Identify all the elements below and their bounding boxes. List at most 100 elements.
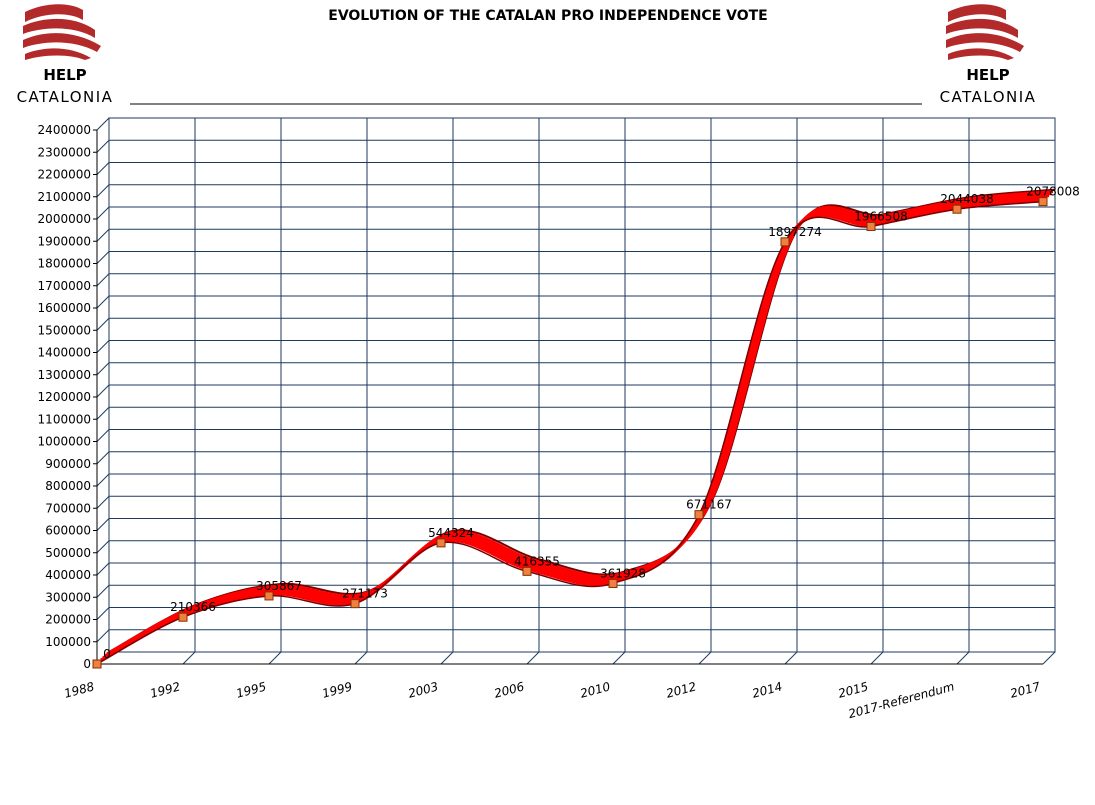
gridline-floor bbox=[784, 651, 798, 665]
y-tick-label: 900000 bbox=[45, 457, 91, 471]
help-catalonia-logo-right: HELP CATALONIA bbox=[940, 4, 1037, 106]
flag-icon bbox=[946, 4, 1024, 60]
x-tick-label: 1992 bbox=[149, 679, 182, 700]
series-ribbon-band bbox=[106, 190, 1054, 656]
gridline-depth bbox=[96, 451, 110, 465]
y-tick-label: 1000000 bbox=[38, 435, 91, 449]
y-tick-label: 1300000 bbox=[38, 368, 91, 382]
y-tick-label: 600000 bbox=[45, 524, 91, 538]
gridline-floor bbox=[956, 651, 970, 665]
gridline-depth bbox=[96, 473, 110, 487]
logo-catalonia-text: CATALONIA bbox=[17, 88, 114, 106]
gridline-floor bbox=[268, 651, 282, 665]
x-tick-label: 2006 bbox=[493, 679, 526, 701]
gridline-floor bbox=[1042, 651, 1056, 665]
y-tick-label: 1500000 bbox=[38, 323, 91, 337]
x-tick-label: 2012 bbox=[665, 679, 698, 700]
y-tick-label: 800000 bbox=[45, 479, 91, 493]
gridline-depth bbox=[96, 340, 110, 353]
gridline-depth bbox=[96, 584, 110, 598]
gridline-depth bbox=[96, 184, 110, 198]
y-tick-label: 1900000 bbox=[38, 234, 91, 248]
data-point-marker bbox=[1038, 197, 1048, 207]
data-label: 0 bbox=[103, 647, 111, 661]
gridline-depth bbox=[96, 406, 110, 420]
y-tick-label: 300000 bbox=[45, 590, 91, 604]
y-tick-label: 1100000 bbox=[38, 412, 91, 426]
x-tick-label: 1995 bbox=[235, 679, 268, 700]
y-tick-label: 1800000 bbox=[38, 257, 91, 271]
gridline-depth bbox=[96, 362, 110, 376]
chart-title: EVOLUTION OF THE CATALAN PRO INDEPENDENC… bbox=[328, 8, 768, 24]
y-tick-label: 1200000 bbox=[38, 390, 91, 404]
y-tick-label: 2100000 bbox=[38, 190, 91, 204]
x-tick-label: 1988 bbox=[63, 679, 96, 701]
data-label: 1966508 bbox=[854, 209, 907, 223]
y-tick-label: 2400000 bbox=[38, 123, 91, 137]
gridline-depth bbox=[96, 495, 110, 509]
data-label: 544324 bbox=[428, 526, 474, 540]
gridline-depth bbox=[96, 295, 110, 309]
y-tick-label: 2200000 bbox=[38, 168, 91, 182]
data-label: 361928 bbox=[600, 566, 646, 580]
gridline-depth bbox=[96, 206, 110, 220]
gridline-depth bbox=[96, 429, 110, 442]
x-tick-label: 2014 bbox=[751, 679, 784, 700]
gridline-depth bbox=[96, 139, 110, 153]
data-label: 210366 bbox=[170, 600, 216, 614]
x-tick-label: 2010 bbox=[579, 679, 612, 701]
y-tick-label: 1400000 bbox=[38, 346, 91, 360]
y-tick-label: 100000 bbox=[45, 635, 91, 649]
x-tick-label: 2003 bbox=[407, 679, 440, 700]
gridline-floor bbox=[698, 651, 712, 665]
data-point-marker bbox=[780, 237, 790, 247]
gridline-floor bbox=[870, 651, 884, 665]
series-ribbon-band bbox=[104, 192, 1052, 658]
gridline-depth bbox=[96, 162, 110, 175]
flag-icon bbox=[23, 4, 101, 60]
gridline-depth bbox=[96, 273, 110, 287]
gridline-depth bbox=[96, 228, 110, 242]
logo-catalonia-text: CATALONIA bbox=[940, 88, 1037, 106]
gridline-depth bbox=[96, 607, 110, 620]
y-tick-label: 500000 bbox=[45, 546, 91, 560]
y-tick-label: 1700000 bbox=[38, 279, 91, 293]
y-tick-label: 700000 bbox=[45, 501, 91, 515]
logo-help-text: HELP bbox=[966, 66, 1009, 84]
data-point-marker bbox=[436, 538, 446, 548]
logo-help-text: HELP bbox=[43, 66, 86, 84]
gridline-depth bbox=[96, 384, 110, 398]
y-tick-label: 2000000 bbox=[38, 212, 91, 226]
data-point-marker bbox=[350, 599, 360, 609]
data-label: 416355 bbox=[514, 554, 560, 568]
y-tick-label: 2300000 bbox=[38, 145, 91, 159]
y-tick-label: 1600000 bbox=[38, 301, 91, 315]
gridline-depth bbox=[96, 540, 110, 554]
x-tick-label: 2015 bbox=[837, 679, 870, 700]
data-label: 671167 bbox=[686, 498, 732, 512]
gridline-floor bbox=[354, 651, 368, 665]
x-tick-label: 2017 bbox=[1009, 679, 1042, 701]
data-label: 2078008 bbox=[1026, 185, 1079, 199]
gridline-depth bbox=[96, 251, 110, 264]
y-tick-label: 0 bbox=[83, 657, 91, 671]
data-label: 1897274 bbox=[768, 225, 821, 239]
data-point-marker bbox=[178, 612, 188, 622]
gridline-depth bbox=[96, 518, 110, 531]
data-label: 2044038 bbox=[940, 192, 993, 206]
gridline-floor bbox=[440, 651, 454, 665]
y-tick-label: 400000 bbox=[45, 568, 91, 582]
data-point-marker bbox=[694, 510, 704, 520]
data-point-marker bbox=[264, 591, 274, 601]
data-label: 305867 bbox=[256, 579, 302, 593]
data-point-marker bbox=[866, 221, 876, 231]
gridline-floor bbox=[612, 651, 626, 665]
y-tick-label: 200000 bbox=[45, 613, 91, 627]
plot-area: 0 100000 200000 300000 400000 500000 600000 700… bbox=[38, 117, 1080, 721]
gridline-depth bbox=[96, 629, 110, 643]
data-point-marker bbox=[92, 659, 102, 669]
data-point-marker bbox=[608, 578, 618, 588]
data-point-marker bbox=[522, 566, 532, 576]
gridline-depth bbox=[96, 562, 110, 576]
